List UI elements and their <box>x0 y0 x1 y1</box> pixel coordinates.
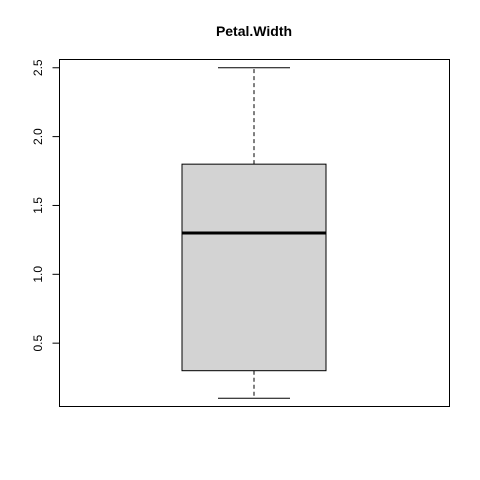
box-group <box>181 67 327 399</box>
y-tick-label: 2.5 <box>31 59 45 76</box>
y-tick-label: 0.5 <box>31 334 45 351</box>
y-tick-label: 1.0 <box>31 266 45 283</box>
y-tick-label: 2.0 <box>31 128 45 145</box>
y-tick-label: 1.5 <box>31 197 45 214</box>
chart-title: Petal.Width <box>216 23 292 39</box>
iqr-box <box>181 163 327 372</box>
y-axis: 0.5 1.0 1.5 2.0 2.5 <box>31 59 60 352</box>
